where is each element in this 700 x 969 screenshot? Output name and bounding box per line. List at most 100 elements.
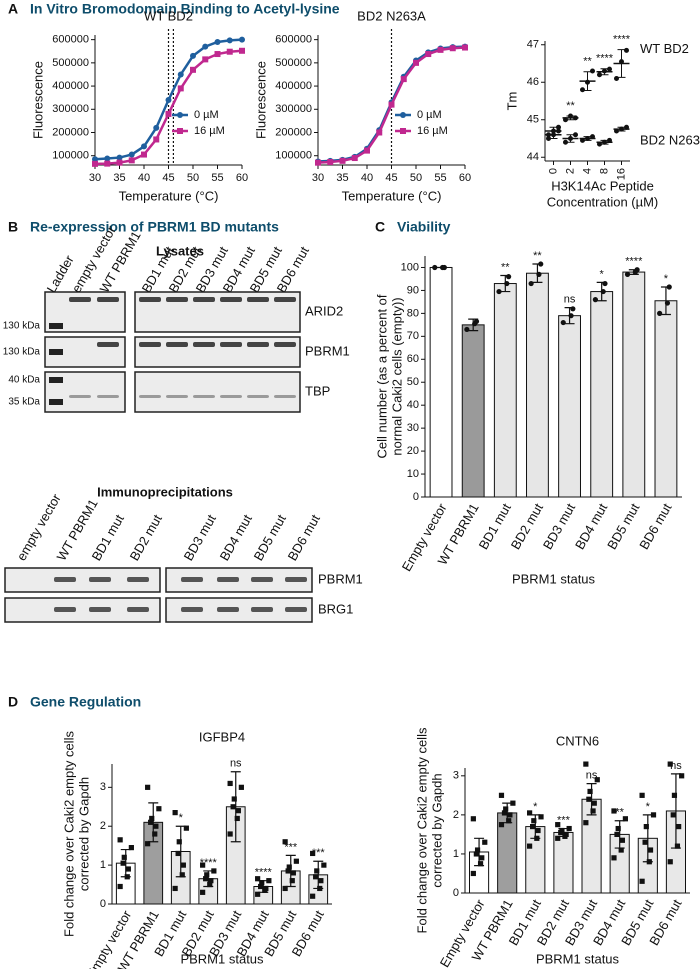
data-point — [449, 45, 456, 52]
data-point — [535, 827, 541, 834]
data-point — [204, 872, 210, 878]
blot-band — [193, 395, 215, 398]
significance-label: ** — [533, 250, 542, 262]
data-point — [496, 288, 502, 295]
blot-band — [274, 297, 296, 302]
data-point — [473, 318, 480, 325]
significance-label: **** — [255, 867, 273, 879]
data-point — [594, 777, 600, 783]
y-tick-label: 2 — [100, 820, 106, 832]
data-point — [202, 56, 209, 63]
data-point — [128, 157, 135, 164]
blot-band — [274, 342, 296, 347]
data-point — [141, 151, 147, 158]
y-axis-label: Fold change over Caki2 empty cells — [414, 727, 429, 933]
y-tick-label: 45 — [527, 114, 539, 126]
lane-label: BD1 mut — [89, 512, 127, 564]
data-point — [149, 815, 155, 822]
y-tick-label: 100000 — [52, 150, 89, 162]
significance-label: * — [600, 268, 605, 280]
y-tick-label: 400000 — [52, 80, 89, 92]
data-point — [614, 76, 619, 81]
data-point — [528, 280, 534, 287]
data-point — [282, 885, 288, 892]
data-point — [231, 796, 237, 802]
data-point — [214, 51, 221, 58]
chart-title: BD2 N263A — [357, 8, 426, 23]
blot-band — [166, 395, 188, 398]
legend-label: 0 µM — [194, 109, 219, 121]
data-point — [190, 52, 196, 59]
y-axis-label: Cell number (as a percent of — [374, 294, 389, 458]
data-point — [639, 792, 645, 798]
significance-label: ns — [230, 758, 242, 770]
x-axis-label: Concentration (µM) — [547, 194, 659, 209]
x-tick-label: 50 — [187, 172, 199, 184]
x-tick-label: 55 — [211, 172, 223, 184]
y-tick-label: 500000 — [275, 57, 312, 69]
data-point — [400, 76, 407, 83]
data-point — [289, 878, 295, 884]
data-point — [530, 823, 536, 830]
data-point — [570, 306, 576, 312]
panel-title: Re-expression of PBRM1 BD mutants — [30, 219, 279, 235]
data-point — [474, 847, 481, 853]
y-tick-label: 0 — [453, 887, 459, 899]
x-tick-label: 45 — [162, 172, 174, 184]
blot-band — [97, 342, 119, 347]
marker-label: 130 kDa — [3, 347, 41, 358]
data-point — [104, 155, 111, 162]
error-bar — [642, 814, 653, 863]
data-point — [327, 158, 334, 165]
data-point — [117, 883, 123, 890]
blot-band — [181, 577, 203, 582]
data-point — [560, 319, 566, 326]
error-bar — [586, 783, 597, 816]
significance-label: **** — [200, 857, 218, 869]
blot-band — [127, 577, 149, 582]
blot-band — [97, 395, 119, 398]
y-tick-label: 200000 — [275, 126, 312, 138]
data-point — [141, 143, 147, 150]
data-point — [120, 860, 126, 866]
data-point — [667, 761, 673, 767]
data-point — [310, 893, 316, 899]
data-point — [226, 48, 233, 55]
blot-band — [220, 395, 242, 398]
blot-band — [181, 607, 203, 612]
marker-label: 40 kDa — [8, 375, 40, 386]
y-tick-label: 80 — [407, 307, 419, 319]
significance-label: * — [664, 273, 669, 285]
data-point — [506, 274, 512, 280]
data-point — [156, 806, 162, 812]
data-point — [128, 151, 135, 158]
data-point — [128, 845, 134, 851]
blot-band — [285, 607, 307, 612]
data-point — [580, 87, 585, 93]
data-point — [642, 839, 648, 845]
data-point — [602, 280, 608, 287]
significance-label: ** — [615, 807, 624, 819]
blot-band — [193, 342, 215, 347]
y-axis-label: Fluorescence — [253, 61, 268, 139]
blot-band — [54, 607, 76, 612]
x-tick-label: 55 — [434, 172, 446, 184]
data-point — [259, 880, 265, 886]
data-point — [153, 136, 160, 143]
blot-band — [220, 342, 242, 347]
y-tick-label: 46 — [527, 76, 539, 88]
bar — [558, 315, 581, 498]
blot-band — [69, 395, 91, 398]
data-point — [183, 825, 189, 831]
data-point — [175, 850, 181, 857]
blot-band — [139, 342, 161, 347]
significance-label: * — [533, 801, 538, 813]
error-bar — [285, 854, 296, 888]
data-point — [597, 72, 602, 78]
legend-marker — [400, 128, 406, 134]
legend-marker — [177, 112, 183, 118]
error-bar — [564, 307, 575, 325]
data-point — [639, 878, 645, 884]
significance-label: ns — [586, 770, 598, 782]
y-tick-label: 50 — [407, 376, 419, 388]
